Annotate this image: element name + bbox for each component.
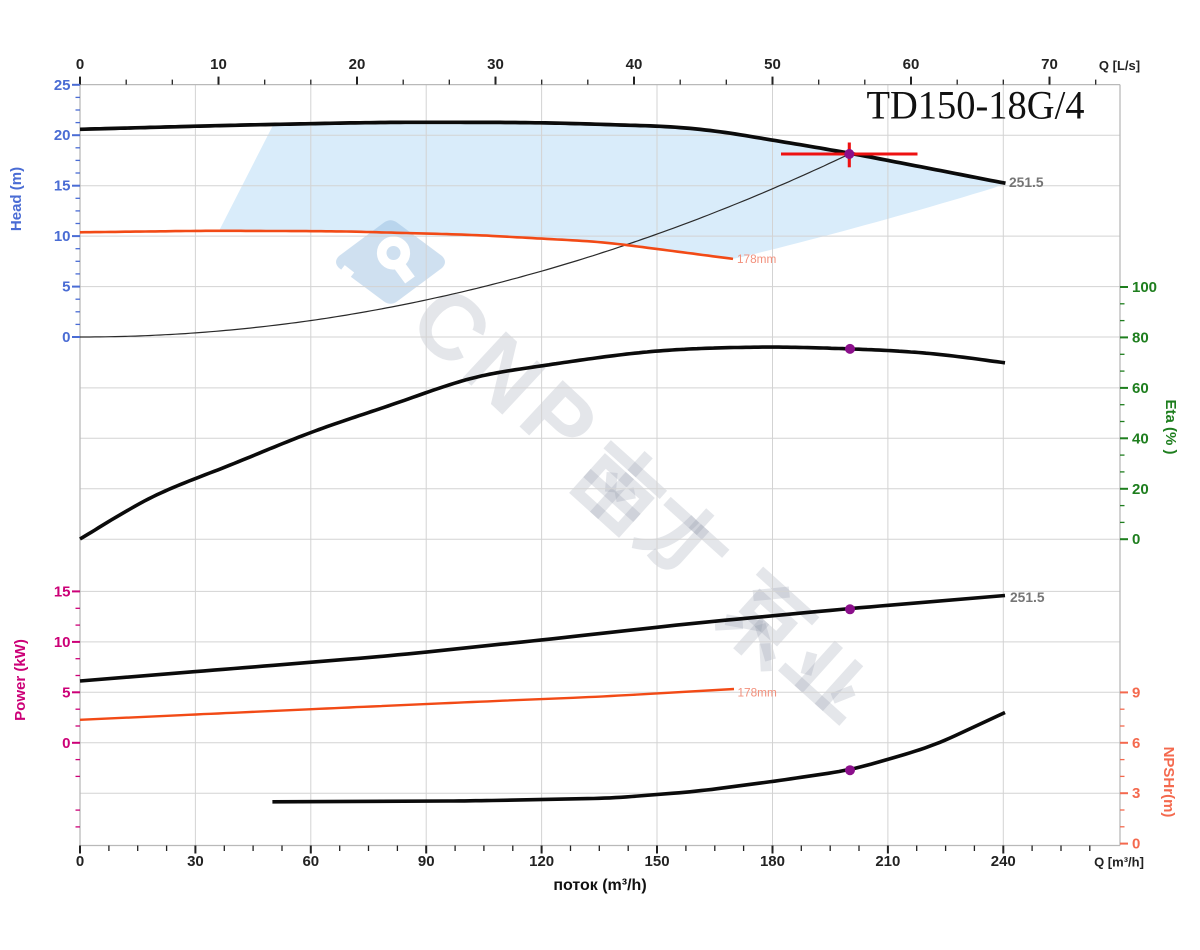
svg-text:40: 40 — [1132, 430, 1149, 447]
svg-text:5: 5 — [62, 684, 70, 701]
svg-text:10: 10 — [54, 634, 71, 651]
svg-text:Q [L/s]: Q [L/s] — [1099, 58, 1140, 73]
svg-text:178mm: 178mm — [737, 252, 777, 266]
svg-text:9: 9 — [1132, 684, 1140, 701]
svg-text:Eta (% ): Eta (% ) — [1162, 399, 1179, 454]
svg-text:100: 100 — [1132, 279, 1157, 296]
svg-text:180: 180 — [760, 853, 785, 870]
svg-text:15: 15 — [54, 178, 71, 195]
svg-text:0: 0 — [76, 56, 84, 73]
svg-text:10: 10 — [210, 56, 227, 73]
svg-text:178mm: 178mm — [738, 685, 778, 699]
svg-text:0: 0 — [62, 329, 70, 346]
svg-text:60: 60 — [903, 56, 920, 73]
svg-text:210: 210 — [875, 853, 900, 870]
svg-text:Q [m³/h]: Q [m³/h] — [1094, 855, 1144, 870]
svg-text:Head (m): Head (m) — [8, 167, 25, 231]
svg-text:3: 3 — [1132, 785, 1140, 802]
svg-text:30: 30 — [487, 56, 504, 73]
svg-text:60: 60 — [302, 853, 319, 870]
svg-text:поток (m³/h): поток (m³/h) — [553, 877, 646, 894]
svg-text:20: 20 — [54, 127, 71, 144]
svg-text:25: 25 — [54, 77, 71, 94]
svg-text:Power (kW): Power (kW) — [12, 639, 29, 721]
svg-text:20: 20 — [1132, 481, 1149, 498]
svg-text:0: 0 — [1132, 836, 1140, 853]
svg-text:60: 60 — [1132, 380, 1149, 397]
svg-text:90: 90 — [418, 853, 435, 870]
svg-text:10: 10 — [54, 228, 71, 245]
svg-text:15: 15 — [54, 583, 71, 600]
svg-text:70: 70 — [1041, 56, 1058, 73]
svg-text:0: 0 — [1132, 531, 1140, 548]
svg-text:20: 20 — [349, 56, 366, 73]
svg-text:0: 0 — [62, 735, 70, 752]
svg-text:120: 120 — [529, 853, 554, 870]
svg-text:251.5: 251.5 — [1010, 590, 1045, 605]
svg-text:TD150-18G/4: TD150-18G/4 — [867, 83, 1085, 128]
svg-text:0: 0 — [76, 853, 84, 870]
svg-text:30: 30 — [187, 853, 204, 870]
svg-text:40: 40 — [626, 56, 643, 73]
svg-text:6: 6 — [1132, 735, 1140, 752]
svg-text:251.5: 251.5 — [1009, 175, 1044, 190]
svg-text:5: 5 — [62, 279, 70, 296]
svg-text:NPSHr(m): NPSHr(m) — [1160, 747, 1177, 818]
svg-text:80: 80 — [1132, 329, 1149, 346]
svg-text:240: 240 — [991, 853, 1016, 870]
svg-text:150: 150 — [645, 853, 670, 870]
svg-text:50: 50 — [764, 56, 781, 73]
